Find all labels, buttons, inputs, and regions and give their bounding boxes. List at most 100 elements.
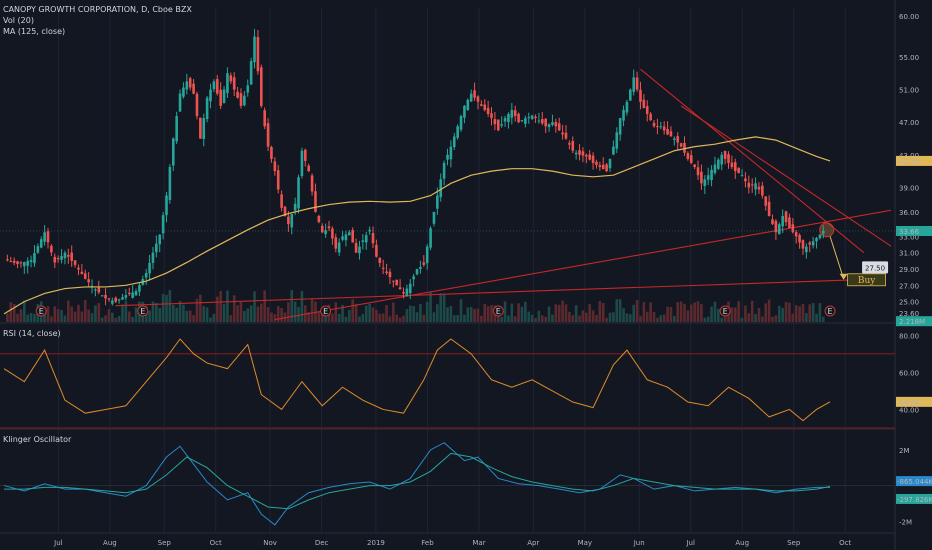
candle-body: [425, 246, 429, 264]
volume-bar: [348, 309, 351, 322]
volume-bar: [270, 312, 273, 322]
candle-body: [530, 115, 534, 119]
candle-body: [287, 216, 290, 225]
chart-legend: CANOPY GROWTH CORPORATION, D, Cboe BZX V…: [3, 4, 192, 37]
earnings-marker-label: E: [323, 307, 328, 316]
klinger-legend[interactable]: Klinger Oscillator: [3, 434, 71, 445]
trendlines[interactable]: [0, 68, 895, 321]
volume-bar: [486, 306, 490, 322]
volume-bar: [781, 307, 784, 322]
volume-bar: [713, 301, 717, 322]
candle-body: [121, 297, 124, 300]
volume-bar: [574, 305, 578, 322]
volume-bar: [452, 315, 456, 322]
candle-body: [774, 220, 778, 233]
candle-body: [598, 165, 602, 168]
volume-bar: [439, 293, 443, 322]
buy-arrowhead: [839, 273, 848, 280]
candle-body: [185, 81, 189, 90]
volume-bar: [456, 315, 459, 322]
earnings-marker: [35, 305, 47, 317]
candle-body: [679, 143, 683, 147]
klinger-tick-label: -2M: [899, 518, 912, 526]
volume-bar: [50, 316, 53, 322]
candle-body: [70, 252, 74, 261]
candle-body: [23, 262, 26, 267]
klinger-badge: [896, 493, 932, 504]
candle-body: [642, 99, 646, 108]
price-tick-label: 27.00: [899, 282, 919, 290]
volume-bar: [463, 314, 466, 322]
candle-body: [192, 83, 195, 94]
candle-body: [615, 132, 619, 149]
buy-label: Buy: [858, 276, 876, 286]
volume-bar: [117, 316, 121, 322]
candle-body: [56, 258, 60, 260]
candle-body: [77, 267, 80, 270]
candle-body: [612, 146, 615, 155]
candle-body: [727, 154, 730, 163]
volume-bar: [635, 300, 639, 322]
candle-body: [39, 239, 43, 248]
volume-bar: [466, 307, 470, 322]
klinger-signal-line: [4, 452, 831, 510]
candle-body: [639, 89, 642, 102]
rsi-legend-label: RSI (14, close): [3, 329, 61, 338]
candle-body: [534, 116, 537, 119]
candle-body: [331, 228, 334, 239]
candle-body: [520, 120, 524, 122]
candle-body: [100, 295, 104, 297]
time-tick-label: Jun: [633, 539, 645, 547]
symbol-title[interactable]: CANOPY GROWTH CORPORATION, D, Cboe BZX: [3, 5, 192, 14]
time-axis[interactable]: Jul Aug Sep Oct Nov Dec 2019 Feb Mar Apr May Jun Jul…: [53, 539, 851, 547]
volume-bar: [442, 294, 446, 322]
candle-body: [83, 273, 87, 279]
volume-bar: [256, 306, 260, 322]
candle-body: [666, 128, 669, 135]
klinger-badge-label: -865.044K: [897, 478, 932, 486]
candle-body: [60, 255, 63, 260]
candle-body: [540, 119, 544, 124]
rsi-legend[interactable]: RSI (14, close): [3, 328, 61, 339]
candle-body: [114, 297, 118, 302]
candle-body: [483, 104, 487, 110]
candle-body: [148, 262, 151, 274]
candle-body: [151, 252, 155, 263]
price-tick-label: 33.00: [899, 233, 919, 241]
price-axis[interactable]: 60.00 55.00 51.00 47.00 43.00 39.00 36.00 33.00…: [896, 13, 932, 526]
volume-legend[interactable]: Vol (20): [3, 16, 34, 25]
candle-body: [46, 231, 50, 243]
volume-bar: [625, 313, 629, 322]
price-tick-label: 31.00: [899, 250, 919, 258]
buy-annotation[interactable]: Buy 27.50: [829, 236, 889, 287]
volume-bar: [192, 315, 195, 322]
ma-legend[interactable]: MA (125, close): [3, 27, 66, 36]
volume-bar: [710, 306, 713, 322]
moving-average-line: [3, 136, 831, 315]
volume-bar: [805, 313, 808, 322]
volume-bar: [168, 290, 172, 322]
candle-body: [747, 182, 751, 188]
volume-bar: [80, 311, 84, 322]
klinger-badge: [896, 476, 932, 487]
volume-bar: [361, 313, 365, 322]
volume-bar: [706, 316, 710, 322]
candlesticks: [6, 29, 825, 306]
price-label-box: [862, 261, 889, 274]
candle-body: [280, 194, 283, 208]
candle-body: [50, 245, 53, 253]
candle-body: [16, 261, 19, 265]
candle-body: [259, 67, 263, 106]
volume-bar: [730, 307, 734, 322]
candle-body: [392, 280, 395, 282]
candle-body: [696, 167, 700, 176]
candle-body: [706, 175, 710, 180]
candle-body: [791, 224, 795, 233]
candle-body: [571, 141, 575, 151]
volume-bar: [219, 290, 222, 322]
volume-bar: [629, 314, 632, 322]
volume-bar: [605, 317, 608, 322]
volume-bar: [767, 299, 771, 322]
